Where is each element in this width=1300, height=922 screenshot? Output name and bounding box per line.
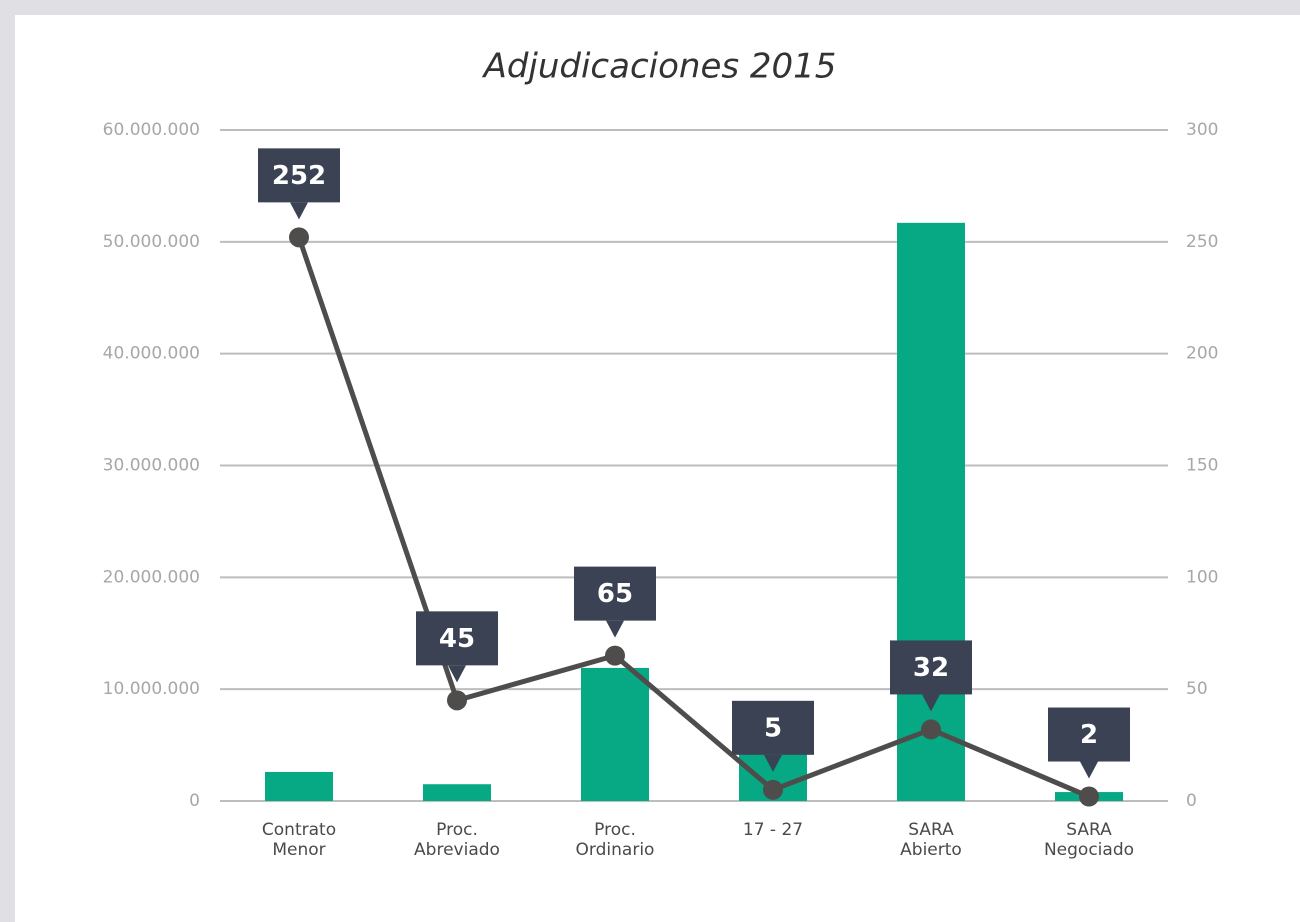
x-tick-label: SARA (1066, 820, 1112, 840)
x-tick-label: SARA (908, 820, 954, 840)
y-tick-label: 30.000.000 (103, 456, 200, 476)
data-label: 32 (913, 653, 949, 683)
y-tick-label: 50.000.000 (103, 232, 200, 252)
x-tick-label: Proc. (436, 820, 478, 840)
bar (897, 222, 965, 802)
y2-tick-label: 250 (1186, 232, 1218, 252)
label-box (732, 700, 814, 755)
point (447, 690, 467, 711)
x-tick-label: Proc. (594, 820, 636, 840)
y2-tick-label: 150 (1186, 456, 1218, 476)
y2-tick-label: 100 (1186, 567, 1218, 587)
point (763, 779, 783, 800)
y-tick-label: 60.000.000 (103, 120, 200, 140)
y2-tick-label: 200 (1186, 344, 1218, 364)
label-pointer (764, 754, 782, 772)
bar (423, 784, 491, 801)
x-tick-label: Contrato (262, 820, 336, 840)
x-tick-label: Negociado (1044, 840, 1134, 860)
data-label: 252 (272, 161, 326, 191)
x-tick-label: Abreviado (414, 840, 500, 860)
label-pointer (606, 620, 624, 638)
data-label: 2 (1080, 720, 1098, 750)
label-box (258, 148, 340, 203)
data-label: 45 (439, 624, 475, 654)
y-tick-label: 40.000.000 (103, 344, 200, 364)
label-pointer (922, 694, 940, 712)
point (289, 227, 309, 248)
y-tick-label: 0 (189, 791, 200, 811)
data-label: 5 (764, 713, 782, 743)
y2-tick-label: 50 (1186, 679, 1208, 699)
label-box (1048, 707, 1130, 762)
label-pointer (1080, 761, 1098, 779)
x-tick-label: Menor (272, 840, 325, 860)
chart-title: Adjudicaciones 2015 (482, 47, 837, 87)
x-tick-label: Ordinario (576, 840, 655, 860)
point (1079, 786, 1099, 807)
x-tick-label: Abierto (900, 840, 962, 860)
data-label: 65 (597, 579, 633, 609)
y2-tick-label: 0 (1186, 791, 1197, 811)
panel (15, 15, 1300, 922)
point (605, 645, 625, 666)
label-box (574, 566, 656, 621)
label-pointer (290, 202, 308, 220)
label-box (416, 611, 498, 666)
x-tick-label: 17 - 27 (743, 820, 803, 840)
y2-tick-label: 300 (1186, 120, 1218, 140)
label-box (890, 640, 972, 695)
bar (581, 667, 649, 801)
y-tick-label: 10.000.000 (103, 679, 200, 699)
label-pointer (448, 665, 466, 683)
point (921, 719, 941, 740)
y-tick-label: 20.000.000 (103, 567, 200, 587)
bar (265, 771, 333, 801)
